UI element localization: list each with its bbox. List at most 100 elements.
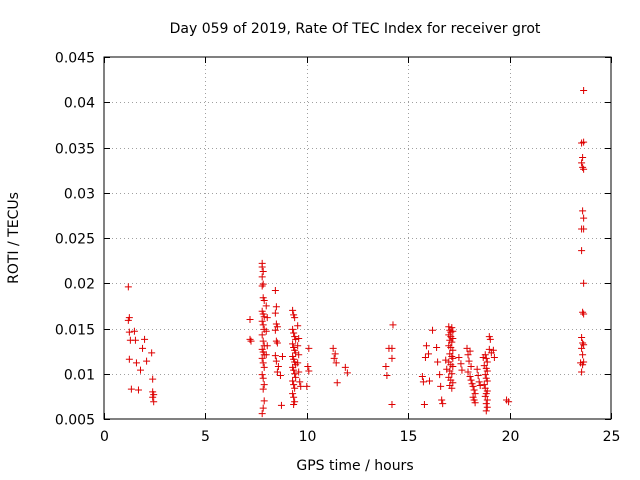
data-point — [271, 352, 279, 360]
data-point — [449, 363, 457, 371]
data-point — [464, 351, 472, 359]
data-point — [449, 354, 457, 362]
data-point — [449, 327, 457, 335]
data-point — [272, 337, 280, 345]
data-point — [247, 337, 255, 345]
data-point — [505, 398, 513, 406]
data-point — [448, 384, 456, 392]
data-point — [579, 351, 587, 359]
data-point — [292, 373, 300, 381]
data-point — [258, 273, 266, 281]
data-point — [388, 354, 396, 362]
data-point — [483, 403, 491, 411]
data-point — [259, 321, 267, 329]
data-point — [258, 282, 266, 290]
data-points — [124, 86, 588, 418]
data-point — [483, 358, 491, 366]
data-point — [418, 372, 426, 380]
data-point — [449, 346, 457, 354]
data-point — [481, 351, 489, 359]
data-point — [343, 369, 351, 377]
data-point — [467, 363, 475, 371]
data-point — [132, 359, 140, 367]
data-point — [259, 404, 267, 412]
data-point — [274, 363, 282, 371]
data-point — [272, 357, 280, 365]
data-point — [458, 366, 466, 374]
data-point — [465, 357, 473, 365]
data-point — [296, 378, 304, 386]
data-point — [141, 335, 149, 343]
data-point — [124, 316, 132, 324]
data-point — [289, 390, 297, 398]
data-point — [295, 368, 303, 376]
data-point — [291, 370, 299, 378]
y-tick-label: 0.02 — [64, 277, 95, 293]
data-point — [424, 350, 432, 358]
y-tick-label: 0.01 — [64, 368, 95, 384]
data-point — [466, 372, 474, 380]
data-point — [490, 353, 498, 361]
data-point — [289, 340, 297, 348]
data-point — [259, 359, 267, 367]
data-point — [139, 344, 147, 352]
data-point — [259, 337, 267, 345]
data-point — [445, 323, 453, 331]
data-point — [439, 400, 447, 408]
chart-title: Day 059 of 2019, Rate Of TEC Index for r… — [170, 21, 541, 37]
data-point — [263, 314, 271, 322]
data-point — [579, 339, 587, 347]
data-point — [290, 329, 298, 337]
data-point — [483, 377, 491, 385]
data-point — [260, 363, 268, 371]
y-axis-tick-labels: 0.005 0.01 0.015 0.02 0.025 0.03 0.035 0.04 0.04… — [55, 51, 95, 429]
data-point — [330, 354, 338, 362]
data-point — [436, 371, 444, 379]
x-tick-label: 5 — [201, 429, 210, 445]
data-point — [382, 363, 390, 371]
data-point — [578, 368, 586, 376]
data-point — [579, 207, 587, 215]
data-point — [482, 407, 490, 415]
data-point — [580, 341, 588, 349]
data-point — [246, 315, 254, 323]
data-point — [580, 165, 588, 173]
y-tick-label: 0.04 — [64, 96, 95, 112]
y-axis-title: ROTI / TECUs — [6, 192, 22, 284]
data-point — [290, 366, 298, 374]
data-point — [578, 344, 586, 352]
data-point — [421, 353, 429, 361]
data-point — [303, 382, 311, 390]
y-tick-label: 0.045 — [55, 51, 95, 67]
data-point — [276, 372, 284, 380]
data-point — [290, 401, 298, 409]
data-point — [332, 359, 340, 367]
data-point — [295, 351, 303, 359]
data-point — [579, 361, 587, 369]
data-point — [291, 384, 299, 392]
data-point — [419, 378, 427, 386]
data-point — [258, 410, 266, 418]
data-point — [483, 367, 491, 375]
data-point — [448, 353, 456, 361]
data-point — [304, 363, 312, 371]
data-point — [258, 354, 266, 362]
data-point — [482, 354, 490, 362]
data-point — [292, 349, 300, 357]
data-point — [429, 326, 437, 334]
data-point — [579, 163, 587, 171]
data-point — [480, 381, 488, 389]
y-tick-label: 0.03 — [64, 187, 95, 203]
data-point — [260, 296, 268, 304]
data-point — [580, 86, 588, 94]
data-point — [258, 331, 266, 339]
data-point — [341, 363, 349, 371]
data-point — [260, 397, 268, 405]
data-point — [433, 344, 441, 352]
data-point — [125, 355, 133, 363]
data-point — [448, 338, 456, 346]
data-point — [262, 351, 270, 359]
data-point — [578, 334, 586, 342]
y-tick-label: 0.035 — [55, 142, 95, 158]
data-point — [271, 286, 279, 294]
